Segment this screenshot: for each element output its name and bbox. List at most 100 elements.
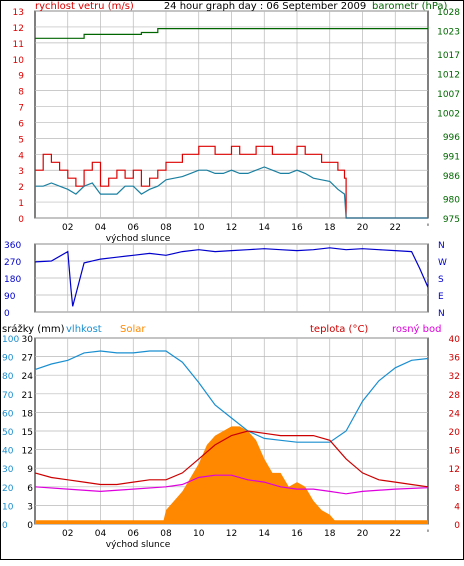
wind-axis-tick-label: 11 [13,40,24,50]
sunrise-label: východ slunce [106,234,171,244]
wind-axis-tick-label: 6 [18,119,24,129]
hour-tick-label: 20 [357,223,369,233]
pressure-axis-tick-label: 986 [443,172,460,182]
rain-axis-tick-label: 6 [27,484,33,494]
hour-tick-label: 02 [62,223,73,233]
compass-label: S [438,275,444,285]
compass-label: N [438,241,445,251]
solar-label: Solar [120,324,146,335]
hour-tick-label: 06 [128,529,140,539]
hour-tick-label: 04 [95,529,107,539]
humidity-axis-tick-label: 100 [2,335,19,345]
direction-axis-tick-label: 360 [4,241,21,251]
temperature-axis-tick-label: 4 [454,502,460,512]
dew-point-series [34,474,429,495]
hour-tick-label: ' [427,223,429,233]
humidity-axis-tick-label: 10 [2,502,14,512]
hour-tick-label: 16 [291,529,303,539]
pressure-axis-tick-label: 1017 [437,51,460,61]
humidity-axis-tick-label: 90 [2,354,14,364]
humidity-axis-tick-label: 70 [2,391,14,401]
rain-axis-tick-label: 21 [22,391,33,401]
rain-axis-tick-label: 9 [27,465,33,475]
temperature-axis-tick-label: 16 [449,447,461,457]
pressure-axis-tick-label: 991 [443,153,460,163]
hour-tick-label: 22 [390,223,401,233]
direction-axis-tick-label: 90 [4,292,16,302]
wind-average-series [35,166,428,219]
chart-title: 24 hour graph day : 06 September 2009 [164,1,366,12]
compass-label: E [438,292,444,302]
temperature-axis-tick-label: 0 [454,521,460,531]
wind-axis-tick-label: 0 [18,215,24,225]
hour-tick-label: 16 [291,223,303,233]
rain-axis-tick-label: 18 [22,409,34,419]
rain-axis-title: srážky (mm) [2,323,65,335]
temperature-axis-tick-label: 8 [454,484,460,494]
temperature-series [34,430,429,488]
humidity-axis-tick-label: 40 [2,447,14,457]
wind-axis-tick-label: 8 [18,88,24,98]
wind-axis-tick-label: 12 [13,24,24,34]
rain-axis-tick-label: 15 [22,428,33,438]
pressure-axis-tick-label: 1002 [437,110,460,120]
hour-tick-label: 10 [193,529,205,539]
pressure-axis-tick-label: 1007 [437,90,460,100]
temperature-axis-title: teplota (°C) [310,324,368,335]
temperature-axis-tick-label: 12 [449,465,460,475]
rain-bar [35,520,428,524]
dew-point-label: rosný bod [392,323,441,335]
direction-axis-tick-label: 0 [4,309,10,319]
hour-tick-label: 22 [390,529,401,539]
pressure-axis-tick-label: 1028 [437,8,460,18]
hour-tick-label: 02 [62,529,73,539]
hour-tick-label: 14 [259,529,271,539]
humidity-axis-tick-label: 30 [2,465,14,475]
wind-direction-series [34,247,429,307]
wind-axis-tick-label: 1 [18,199,24,209]
wind-axis-title: rychlost vetru (m/s) [35,1,134,12]
hour-tick-label: ' [427,529,429,539]
hour-tick-label: 08 [160,529,172,539]
hour-tick-label: 18 [324,223,336,233]
temperature-axis-tick-label: 32 [449,372,460,382]
wind-axis-tick-label: 3 [18,167,24,177]
compass-label: N [438,309,445,319]
humidity-series [34,350,429,443]
hour-tick-label: 12 [226,223,237,233]
rain-axis-tick-label: 12 [22,447,33,457]
wind-axis-tick-label: 13 [13,8,24,18]
compass-label: W [438,258,447,268]
humidity-axis-tick-label: 80 [2,372,14,382]
wind-axis-tick-label: 2 [18,183,24,193]
temperature-axis-tick-label: 36 [449,354,461,364]
wind-gust-series [35,145,428,219]
direction-axis-tick-label: 180 [4,275,21,285]
hour-tick-label: 12 [226,529,237,539]
hour-tick-label: 06 [128,223,140,233]
rain-axis-tick-label: 27 [22,354,33,364]
wind-axis-tick-label: 9 [18,72,24,82]
humidity-axis-title: vlhkost [66,324,102,335]
rain-axis-tick-label: 24 [22,372,34,382]
hour-tick-label: 04 [95,223,107,233]
humidity-axis-tick-label: 50 [2,428,14,438]
pressure-axis-tick-label: 980 [443,195,460,205]
humidity-axis-tick-label: 60 [2,409,14,419]
humidity-axis-tick-label: 20 [2,484,14,494]
hour-tick-label: 18 [324,529,336,539]
pressure-axis-title: barometr (hPa) [372,1,448,12]
pressure-axis-tick-label: 975 [443,215,460,225]
hour-tick-label: 20 [357,529,369,539]
temperature-axis-tick-label: 40 [449,335,461,345]
rain-axis-tick-label: 30 [22,335,34,345]
rain-axis-tick-label: 0 [27,521,33,531]
wind-axis-tick-label: 10 [13,56,25,66]
wind-axis-tick-label: 7 [18,104,24,114]
direction-axis-tick-label: 270 [4,258,21,268]
wind-axis-tick-label: 5 [18,135,24,145]
hour-tick-label: 10 [193,223,205,233]
hour-tick-label: 14 [259,223,271,233]
wind-axis-tick-label: 4 [18,151,24,161]
